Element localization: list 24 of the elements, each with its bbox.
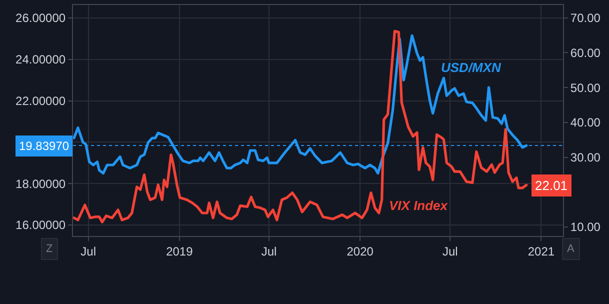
y2-tick-label: 30.00 [570,150,601,164]
x-tick-label: Jul [442,244,458,258]
x-tick-label: Jul [261,244,277,258]
x-tick-label: 2019 [166,244,194,258]
data-label: 22.01 [535,178,568,193]
y-tick-label: 24.00000 [16,52,66,67]
y2-tick-label: 60.00 [570,46,601,60]
x-tick-label: 2020 [346,244,374,258]
text: A [567,243,575,255]
text: Z [46,243,53,255]
x-tick-label: Jul [80,244,96,258]
x-tick-label: 2021 [528,244,555,258]
y2-tick-label: 40.00 [570,116,601,130]
ref-line-label: 19.83970 [19,139,70,153]
y2-tick-label: 50.00 [570,80,601,95]
line-series [73,30,528,224]
series-label: USD/MXN [441,60,502,75]
series-label: VIX Index [389,198,448,213]
y2-tick-label: 10.00 [570,220,601,234]
y-tick-label: 16.00000 [16,218,66,232]
y-tick-label: 22.00000 [16,94,66,108]
y-tick-label: 18.00000 [16,176,66,191]
y-tick-label: 26.00000 [16,11,66,26]
y2-tick-label: 70.00 [570,11,601,26]
